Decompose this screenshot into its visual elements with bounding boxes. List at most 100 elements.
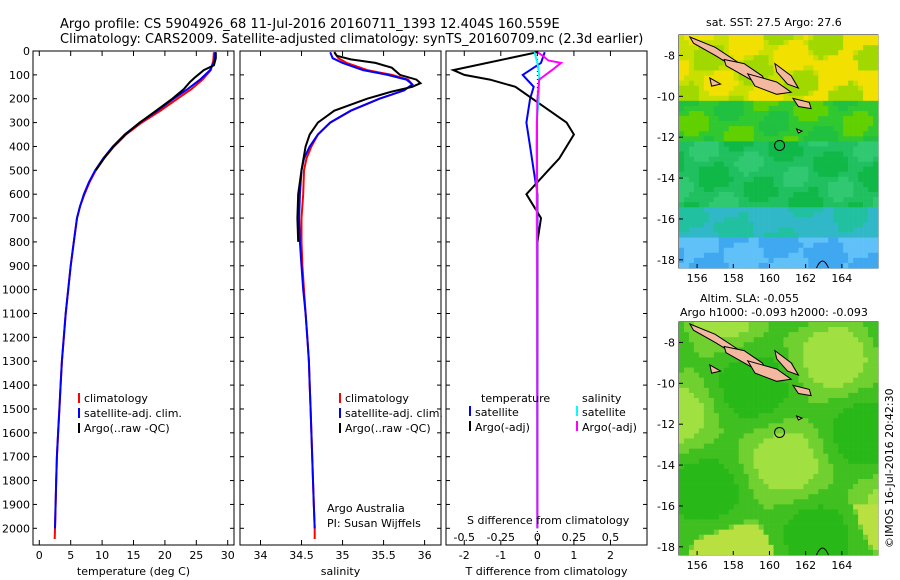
map-cell (758, 347, 764, 353)
map-cell (753, 504, 759, 510)
map-y-tick-label: -16 (657, 213, 675, 226)
map-cell (723, 403, 730, 409)
map-cell (868, 357, 874, 363)
map-cell (853, 131, 859, 137)
map-cell (773, 403, 779, 409)
map-cell (793, 519, 799, 525)
map-cell (758, 514, 764, 520)
map-cell (818, 50, 824, 56)
map-cell (783, 166, 789, 173)
map-cell (843, 146, 849, 152)
map-cell (718, 514, 725, 520)
map-cell (803, 181, 809, 188)
map-cell (843, 544, 849, 551)
map-cell (858, 100, 864, 107)
map-cell (843, 116, 849, 122)
map-cell (693, 116, 700, 122)
map-cell (853, 116, 859, 122)
map-cell (863, 232, 869, 238)
map-cell (868, 105, 874, 112)
map-cell (738, 392, 744, 399)
map-cell (728, 257, 735, 264)
map-cell (803, 80, 809, 86)
map-cell (768, 387, 774, 394)
map-cell (713, 539, 720, 546)
map-cell (873, 116, 879, 122)
map-cell (763, 35, 769, 41)
map-cell (833, 337, 839, 343)
map-cell (708, 181, 715, 188)
map-cell (818, 232, 824, 238)
map-cell (733, 322, 739, 328)
map-cell (783, 50, 789, 56)
map-cell (793, 110, 799, 117)
map-cell (738, 524, 744, 530)
map-cell (823, 408, 829, 414)
map-cell (723, 80, 730, 86)
map-cell (813, 141, 819, 147)
map-cell (683, 463, 690, 470)
map-cell (828, 207, 834, 213)
map-cell (868, 423, 874, 429)
map-cell (873, 484, 879, 490)
map-cell (848, 458, 854, 465)
map-cell (683, 418, 690, 424)
map-cell (703, 166, 710, 173)
map-cell (818, 479, 824, 485)
map-cell (863, 247, 869, 254)
map-cell (703, 151, 710, 157)
map-cell (693, 126, 700, 132)
map-cell (818, 45, 824, 51)
map-cell (753, 262, 759, 269)
map-cell (778, 362, 784, 368)
map-cell (853, 544, 859, 551)
map-cell (823, 146, 829, 152)
y-tick-label: 1100 (2, 308, 30, 321)
map-x-tick-label: 164 (831, 272, 852, 285)
map-cell (753, 35, 759, 41)
map-cell (763, 387, 769, 394)
map-cell (843, 252, 849, 259)
map-cell (788, 534, 794, 541)
map-cell (828, 544, 834, 551)
map-cell (788, 232, 794, 238)
map-cell (858, 146, 864, 152)
map-cell (733, 504, 739, 510)
map-cell (733, 166, 739, 173)
map-cell (868, 327, 874, 333)
map-cell (873, 387, 879, 394)
map-cell (778, 413, 784, 419)
map-cell (713, 126, 720, 132)
map-cell (783, 257, 789, 264)
map-cell (798, 519, 804, 525)
map-cell (863, 367, 869, 373)
map-cell (868, 342, 874, 348)
map-cell (679, 534, 685, 541)
map-cell (738, 499, 744, 505)
map-cell (778, 342, 784, 348)
map-cell (763, 529, 769, 536)
map-cell (698, 443, 705, 449)
map-cell (688, 151, 695, 157)
map-cell (868, 85, 874, 92)
map-cell (763, 131, 769, 137)
map-cell (738, 428, 744, 434)
map-cell (728, 80, 735, 86)
map-cell (768, 322, 774, 328)
map-cell (853, 443, 859, 449)
map-cell (708, 529, 715, 536)
map-cell (723, 367, 730, 373)
map-cell (813, 45, 819, 51)
map-cell (693, 438, 700, 444)
map-cell (753, 544, 759, 551)
map-cell (728, 357, 735, 363)
map-cell (798, 509, 804, 515)
map-cell (838, 494, 844, 500)
map-cell (858, 171, 864, 178)
map-cell (753, 327, 759, 333)
map-cell (688, 217, 695, 223)
map-cell (868, 473, 874, 480)
map-cell (828, 171, 834, 178)
map-cell (703, 327, 710, 333)
map-cell (713, 494, 720, 500)
